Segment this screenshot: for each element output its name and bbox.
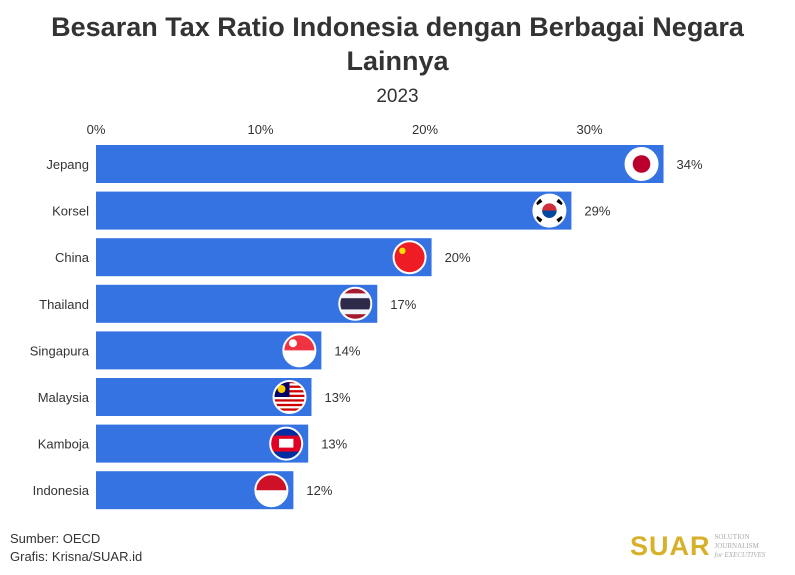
category-label: Jepang: [46, 157, 89, 172]
bar-china: [96, 238, 432, 277]
bar-korsel: [96, 191, 572, 230]
x-tick-label: 10%: [247, 122, 273, 137]
flag-border: [282, 333, 317, 368]
data-label: 13%: [321, 437, 347, 452]
data-label: 13%: [324, 390, 350, 405]
data-label: 34%: [677, 157, 703, 172]
bar-jepang: [96, 145, 664, 183]
china-flag-icon: [393, 241, 426, 274]
malaysia-flag-icon: [273, 381, 306, 413]
category-label: Singapura: [30, 343, 90, 358]
flag-border: [392, 240, 427, 275]
credit-note: Grafis: Krisna/SUAR.id: [10, 549, 143, 564]
logo-tagline: SOLUTION JOURNALISM for EXECUTIVES: [714, 533, 766, 559]
indonesia-flag-icon: [255, 474, 288, 507]
data-label: 12%: [306, 483, 332, 498]
flag-border: [338, 286, 373, 321]
singapore-flag-icon: [283, 334, 316, 367]
x-tick-label: 0%: [87, 122, 106, 137]
chart-title: Besaran Tax Ratio Indonesia dengan Berba…: [51, 12, 744, 76]
data-label: 17%: [390, 297, 416, 312]
data-label: 29%: [584, 204, 610, 219]
category-label: Malaysia: [38, 390, 90, 405]
x-tick-label: 20%: [412, 122, 438, 137]
thailand-flag-icon: [339, 287, 372, 320]
data-label: 20%: [445, 250, 471, 265]
source-note: Sumber: OECD: [10, 531, 101, 546]
flag-border: [532, 193, 567, 228]
suar-logo: SUAR SOLUTION JOURNALISM for EXECUTIVES: [630, 531, 795, 562]
data-label: 14%: [334, 343, 360, 358]
flag-border: [254, 473, 289, 508]
category-label: Indonesia: [33, 483, 90, 498]
chart-subtitle: 2023: [376, 86, 419, 107]
japan-flag-icon: [625, 148, 658, 180]
flag-border: [624, 147, 659, 181]
bar-thailand: [96, 284, 378, 323]
logo-wordmark: SUAR: [630, 531, 711, 561]
flag-border: [272, 380, 307, 414]
category-label: Kamboja: [38, 437, 90, 452]
category-label: Korsel: [52, 204, 89, 219]
flag-border: [269, 426, 304, 461]
category-label: China: [55, 250, 90, 265]
cambodia-flag-icon: [270, 427, 303, 460]
category-label: Thailand: [39, 297, 89, 312]
x-tick-label: 30%: [576, 122, 602, 137]
